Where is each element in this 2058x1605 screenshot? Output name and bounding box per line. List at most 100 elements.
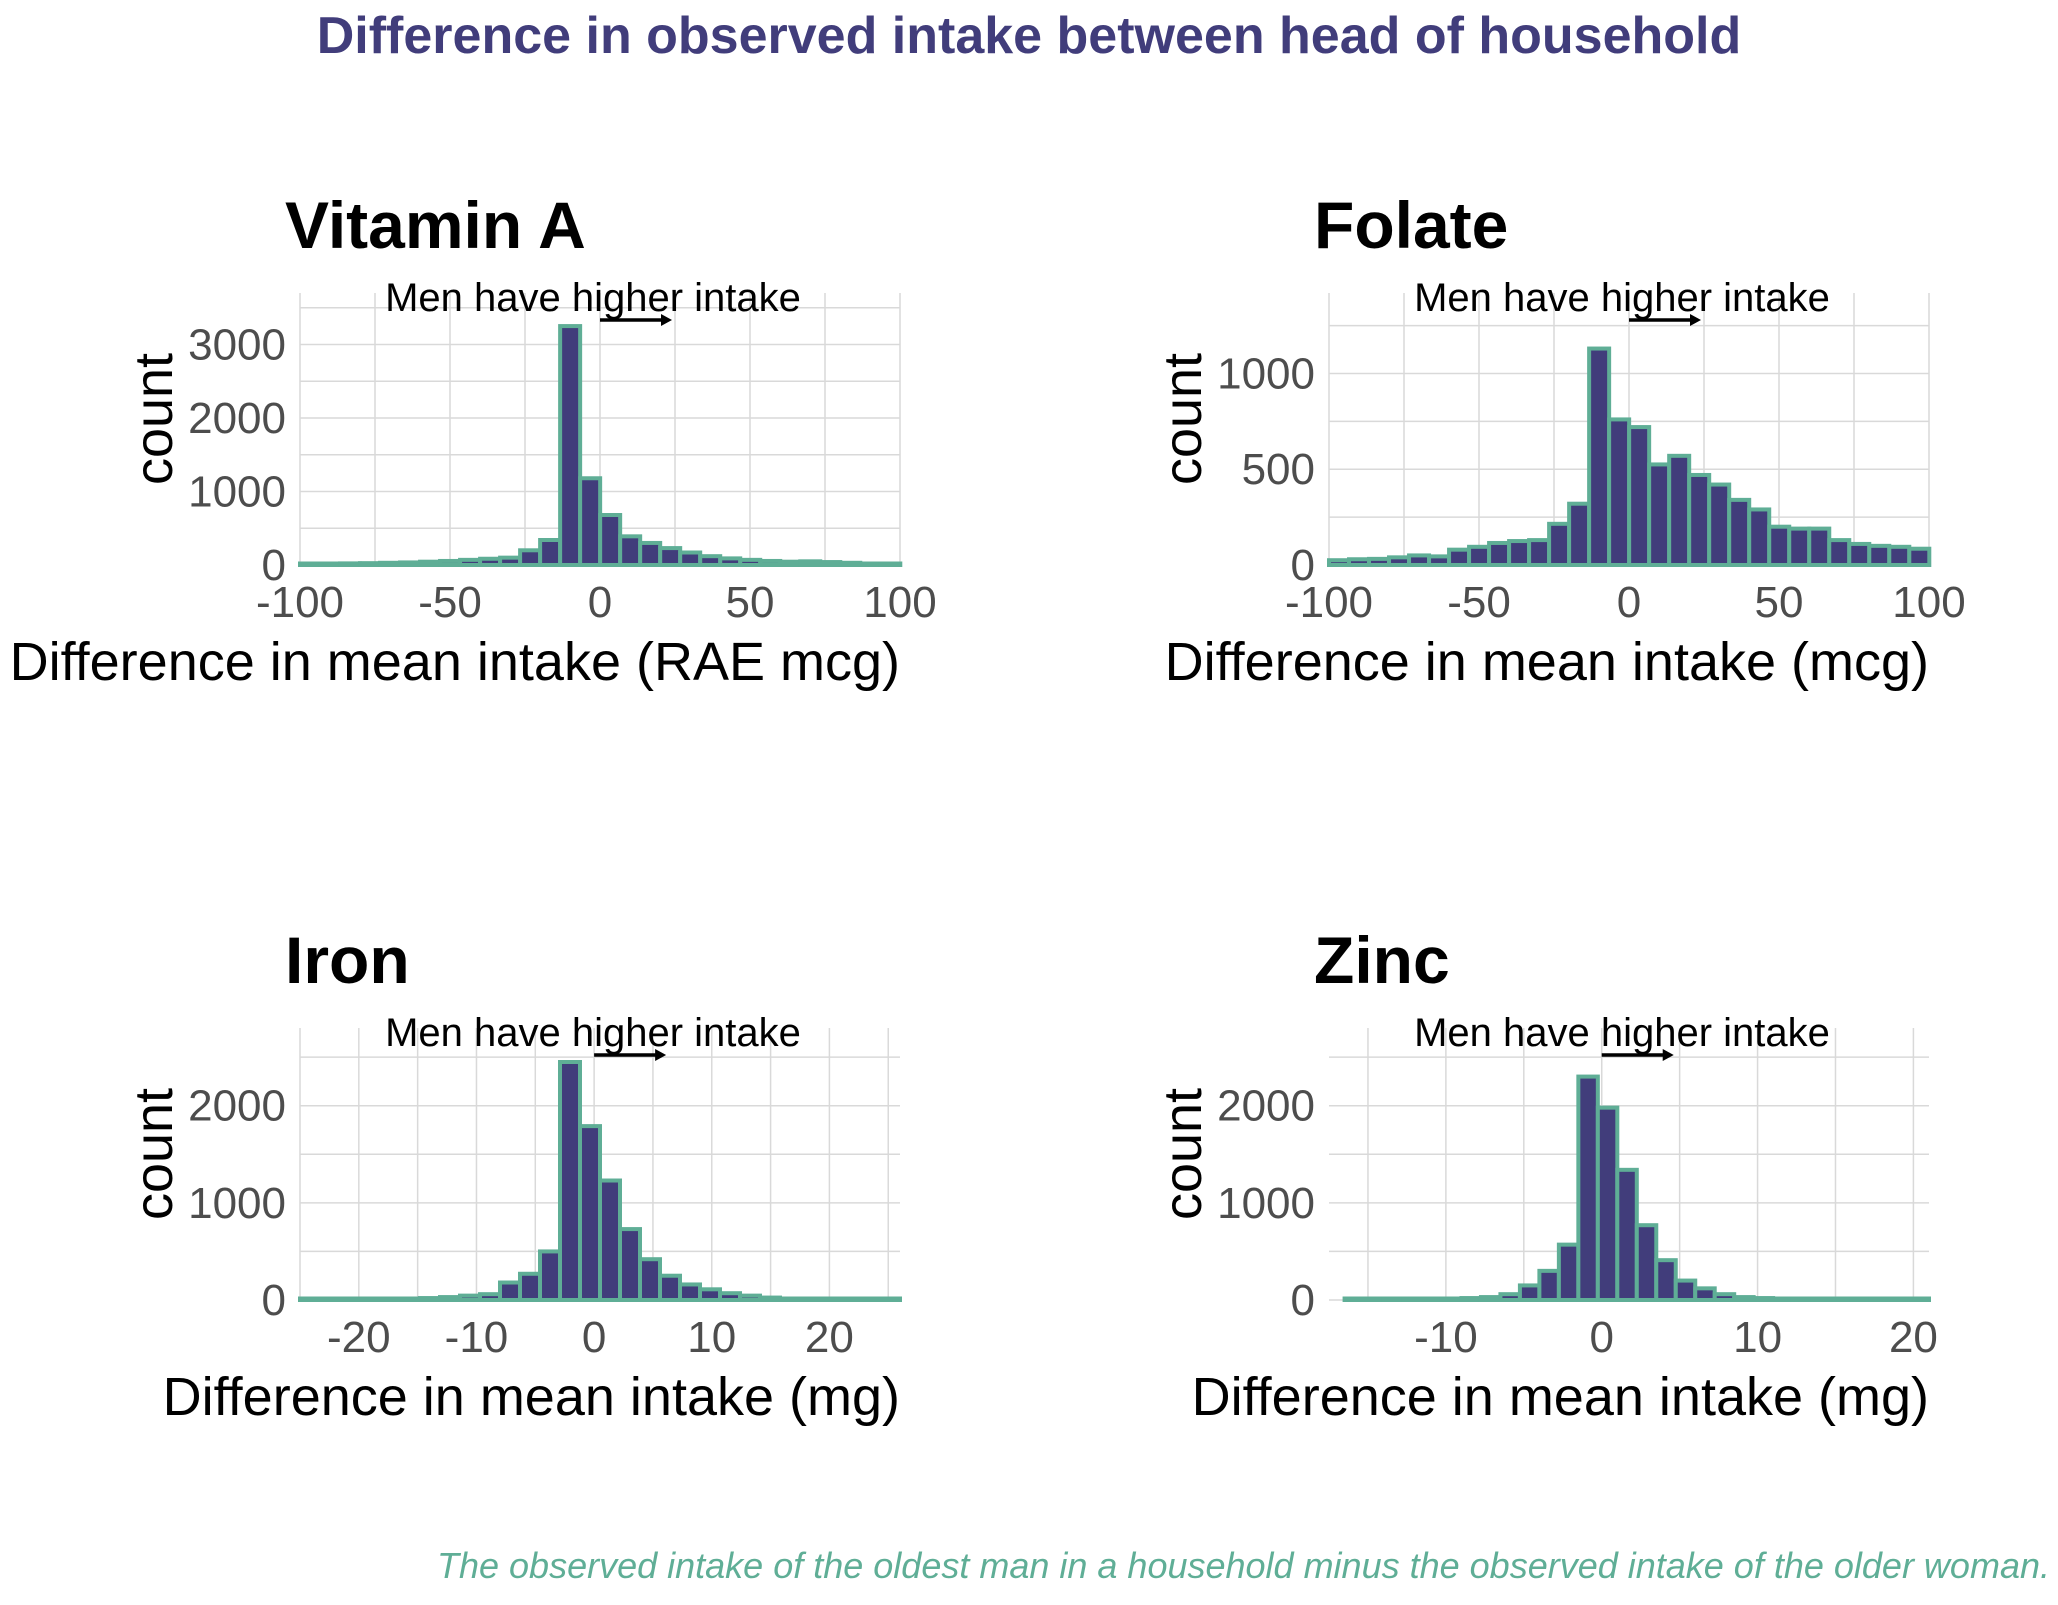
histogram-bar: [1387, 555, 1412, 568]
histogram-bar: [1507, 539, 1532, 567]
histogram-bar: [578, 1124, 602, 1302]
histogram-bar: [658, 1273, 682, 1303]
x-axis-label: Difference in mean intake (mg): [1192, 1367, 1929, 1427]
x-tick-label: -50: [1447, 578, 1511, 627]
y-tick-label: 0: [262, 1276, 286, 1325]
x-tick-label: -10: [445, 1313, 509, 1362]
x-tick-label: 0: [588, 578, 612, 627]
histogram-bar: [818, 1296, 842, 1302]
y-tick-label: 2000: [188, 1082, 286, 1131]
histogram-bar: [718, 1291, 742, 1303]
histogram-bar: [378, 1296, 402, 1302]
histogram-bar: [658, 546, 683, 567]
histogram-bar: [1673, 1278, 1698, 1303]
histogram-bars: [1327, 346, 1932, 568]
histogram-bar: [1887, 544, 1912, 568]
histogram-bar: [738, 557, 763, 568]
x-axis-label: Difference in mean intake (RAE mcg): [10, 632, 900, 692]
histogram-bar: [638, 540, 663, 568]
histogram-bar: [638, 1257, 662, 1303]
histogram-bar: [798, 559, 823, 567]
histogram-bar: [1707, 482, 1732, 567]
histogram-bar: [558, 324, 583, 567]
histogram-bar: [1327, 558, 1352, 568]
histogram-bar: [1907, 1296, 1931, 1302]
histogram-bar: [758, 558, 783, 567]
histogram-bar: [1420, 1296, 1444, 1302]
histogram-bar: [1556, 1242, 1581, 1302]
histogram-bar: [1712, 1292, 1737, 1302]
histogram-bar: [1439, 1296, 1464, 1302]
x-tick-label: 10: [1733, 1313, 1782, 1362]
y-tick-label: 2000: [188, 394, 286, 443]
histogram-bar: [1517, 1283, 1542, 1302]
arrow-head-icon: [1690, 314, 1701, 326]
histogram-bar: [1667, 453, 1692, 567]
histogram-bar: [1807, 526, 1832, 567]
x-tick-label: 0: [582, 1313, 606, 1362]
histogram-bar: [678, 1282, 702, 1303]
histogram-bar: [518, 1271, 542, 1302]
histogram-bar: [418, 559, 443, 568]
x-axis-label: Difference in mean intake (mcg): [1165, 632, 1929, 692]
histogram-bar: [1907, 546, 1932, 568]
x-axis-label: Difference in mean intake (mg): [163, 1367, 900, 1427]
histogram-bar: [678, 550, 703, 568]
y-axis-label: count: [124, 353, 184, 485]
x-tick-label: 10: [687, 1313, 736, 1362]
annotation-text: Men have higher intake: [1414, 1011, 1830, 1055]
histogram-bar: [1810, 1296, 1834, 1302]
histogram-bar: [738, 1293, 762, 1302]
histogram-bar: [1427, 554, 1452, 567]
histogram-bar: [358, 1296, 382, 1302]
arrow-head-icon: [655, 1049, 667, 1061]
histogram-bar: [718, 556, 743, 568]
y-tick-label: 0: [262, 541, 286, 590]
figure-caption: The observed intake of the oldest man in…: [437, 1545, 2050, 1586]
y-tick-label: 1000: [188, 467, 286, 516]
histogram-bar: [1727, 497, 1752, 567]
histogram-bar: [418, 1296, 442, 1302]
y-tick-label: 0: [1291, 1276, 1315, 1325]
histogram-bar: [398, 560, 423, 568]
histogram-bar: [1407, 553, 1432, 568]
histogram-bar: [1381, 1296, 1406, 1302]
x-tick-label: -50: [418, 578, 482, 627]
chart-zinc: -10 0 10 20 0 1000 2000 Zinc Difference in mean …: [1153, 923, 1938, 1427]
histogram-bar: [338, 1296, 362, 1302]
histogram-bar: [1401, 1296, 1425, 1302]
x-tick-label: 100: [863, 578, 936, 627]
histogram-bar: [1342, 1296, 1367, 1302]
histogram-bar: [458, 1293, 482, 1302]
histogram-bar: [618, 1227, 642, 1303]
annotation-text: Men have higher intake: [1414, 276, 1830, 320]
histogram-bar: [698, 554, 723, 567]
histogram-bar: [1829, 1296, 1854, 1302]
histogram-bar: [1867, 543, 1892, 567]
y-tick-label: 500: [1242, 445, 1315, 494]
panel-title-folate: Folate: [1314, 188, 1508, 262]
y-tick-label: 2000: [1217, 1082, 1315, 1131]
arrow-head-icon: [1662, 1049, 1674, 1061]
histogram-bar: [578, 476, 603, 568]
histogram-bar: [298, 1296, 322, 1302]
histogram-bar: [798, 1296, 822, 1302]
histogram-bar: [838, 560, 863, 567]
histogram-bar: [458, 557, 483, 568]
histogram-bar: [1868, 1296, 1893, 1302]
histogram-bar: [438, 1295, 462, 1303]
histogram-bar: [338, 561, 363, 567]
histogram-bar: [1447, 547, 1472, 567]
histogram-bar: [358, 561, 383, 568]
histogram-bar: [1362, 1296, 1386, 1302]
histogram-bar: [1478, 1295, 1503, 1303]
histogram-bar: [858, 1296, 882, 1302]
histogram-bar: [778, 559, 803, 568]
arrow-head-icon: [661, 314, 672, 326]
histogram-bar: [1732, 1295, 1756, 1303]
histogram-bar: [1615, 1167, 1639, 1303]
histogram-bar: [818, 560, 843, 567]
histogram-bar: [1627, 425, 1652, 567]
histogram-bar: [858, 561, 883, 567]
